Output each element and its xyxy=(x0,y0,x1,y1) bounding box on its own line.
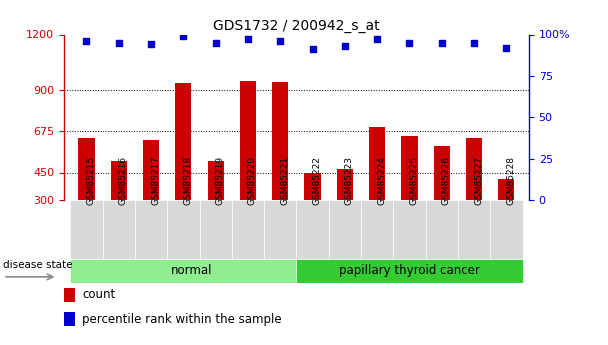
Text: GSM85225: GSM85225 xyxy=(409,156,418,205)
Bar xyxy=(232,200,264,259)
Bar xyxy=(264,200,297,259)
Bar xyxy=(207,161,224,200)
Point xyxy=(404,40,414,46)
Point xyxy=(437,40,447,46)
Point xyxy=(502,45,511,50)
Text: GSM85228: GSM85228 xyxy=(506,156,516,205)
Text: disease state: disease state xyxy=(3,260,73,270)
Text: GSM85224: GSM85224 xyxy=(377,156,386,205)
Bar xyxy=(240,81,256,200)
Bar xyxy=(78,138,94,200)
Text: papillary thyroid cancer: papillary thyroid cancer xyxy=(339,264,480,277)
Bar xyxy=(64,288,75,302)
Bar xyxy=(499,179,514,200)
Text: GSM85221: GSM85221 xyxy=(280,156,289,205)
Bar xyxy=(337,169,353,200)
Text: GSM85219: GSM85219 xyxy=(216,156,224,205)
Bar xyxy=(272,82,288,200)
Bar xyxy=(329,200,361,259)
Bar xyxy=(143,140,159,200)
Point xyxy=(275,38,285,44)
Bar xyxy=(103,200,135,259)
Text: GSM85216: GSM85216 xyxy=(119,156,128,205)
Point xyxy=(469,40,479,46)
Text: GSM85220: GSM85220 xyxy=(248,156,257,205)
Bar xyxy=(64,312,75,326)
Bar xyxy=(297,200,329,259)
Bar xyxy=(369,127,385,200)
Text: GSM85215: GSM85215 xyxy=(86,156,95,205)
Point xyxy=(146,42,156,47)
Point xyxy=(114,40,123,46)
Bar xyxy=(111,161,127,200)
Text: count: count xyxy=(83,288,116,302)
Point xyxy=(211,40,221,46)
Text: GSM85223: GSM85223 xyxy=(345,156,354,205)
Bar xyxy=(458,200,490,259)
Bar xyxy=(426,200,458,259)
Bar xyxy=(305,172,320,200)
Point xyxy=(308,47,317,52)
Title: GDS1732 / 200942_s_at: GDS1732 / 200942_s_at xyxy=(213,19,380,33)
Text: GSM85217: GSM85217 xyxy=(151,156,160,205)
Bar xyxy=(135,200,167,259)
Bar xyxy=(393,200,426,259)
Bar xyxy=(466,138,482,200)
Bar xyxy=(297,259,522,283)
Point xyxy=(81,38,91,44)
Bar xyxy=(490,200,522,259)
Bar xyxy=(175,83,192,200)
Text: GSM85226: GSM85226 xyxy=(442,156,451,205)
Bar xyxy=(199,200,232,259)
Bar xyxy=(71,259,297,283)
Bar xyxy=(401,136,418,200)
Text: GSM85218: GSM85218 xyxy=(184,156,192,205)
Text: percentile rank within the sample: percentile rank within the sample xyxy=(83,313,282,326)
Text: normal: normal xyxy=(171,264,212,277)
Point xyxy=(372,37,382,42)
Text: GSM85227: GSM85227 xyxy=(474,156,483,205)
Point xyxy=(179,33,188,39)
Bar xyxy=(167,200,199,259)
Text: GSM85222: GSM85222 xyxy=(313,156,322,205)
Point xyxy=(340,43,350,49)
Bar xyxy=(434,146,450,200)
Bar xyxy=(361,200,393,259)
Bar xyxy=(71,200,103,259)
Point xyxy=(243,37,253,42)
